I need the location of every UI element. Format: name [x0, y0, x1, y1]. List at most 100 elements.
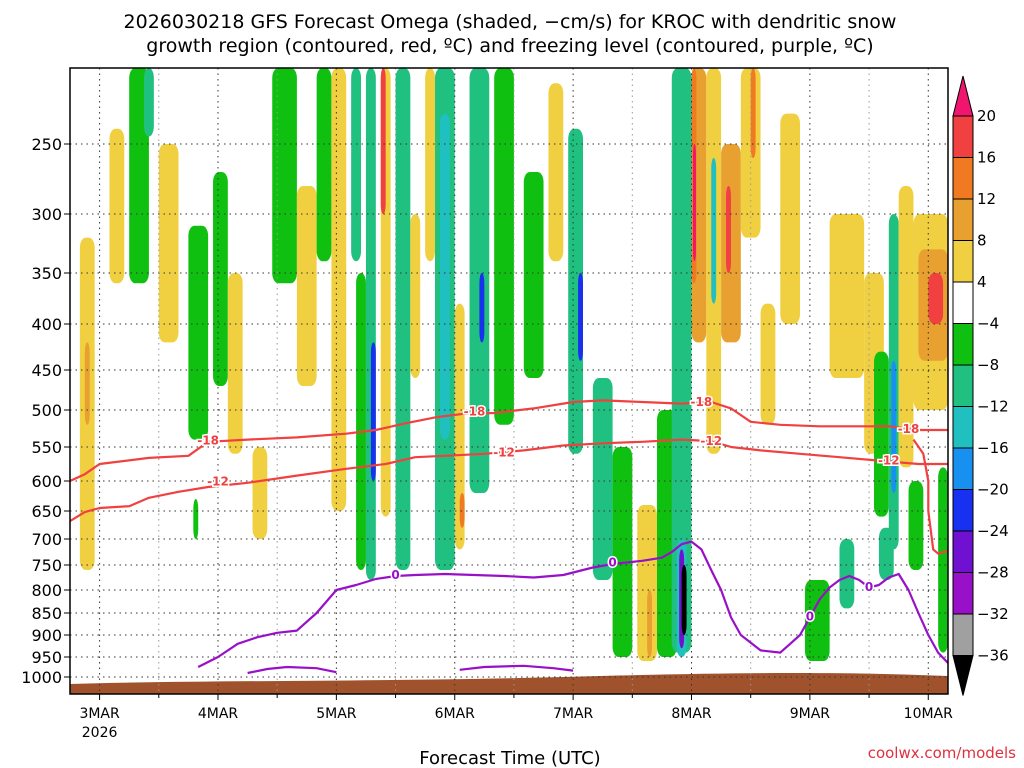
omega-cell — [129, 68, 149, 284]
omega-cell — [296, 186, 317, 386]
omega-cell — [316, 68, 332, 262]
colorbar-label: −12 — [977, 398, 1009, 416]
contour-label: -12 — [493, 445, 515, 459]
omega-cell — [425, 68, 436, 262]
contour-label: -18 — [197, 433, 219, 447]
x-tick-label: 5MAR — [316, 706, 357, 722]
x-tick-label: 9MAR — [790, 706, 831, 722]
omega-cell — [908, 481, 924, 570]
colorbar-segment — [952, 572, 974, 615]
colorbar-label: 4 — [977, 273, 987, 291]
y-tick-label: 750 — [31, 556, 62, 575]
x-tick-label: 10MAR — [904, 706, 953, 722]
omega-cell — [647, 590, 653, 657]
omega-cell — [523, 172, 544, 378]
omega-cell — [928, 273, 944, 324]
omega-cell — [898, 186, 914, 468]
y-tick-label: 950 — [31, 648, 62, 667]
omega-cell — [568, 128, 583, 454]
omega-cell — [760, 303, 776, 425]
omega-cell — [380, 68, 386, 214]
colorbar: 20 16 12 8 4 −4 −8 −12 −16 −20 −24 −28 −32 −36 — [952, 75, 1009, 696]
omega-cell — [592, 378, 613, 580]
omega-cell — [410, 214, 421, 378]
omega-cell — [839, 539, 855, 609]
y-tick-label: 300 — [31, 205, 62, 224]
y-tick-label: 1000 — [21, 668, 62, 687]
colorbar-segment — [952, 364, 974, 407]
omega-cell — [213, 172, 228, 386]
colorbar-label: −24 — [977, 522, 1009, 540]
contour-label: -12 — [207, 475, 229, 489]
x-axis: 3MAR 2026 4MAR 5MAR 6MAR 7MAR 8MAR 9MAR 10MAR — [79, 694, 953, 741]
y-tick-label: 550 — [31, 438, 62, 457]
omega-cell — [692, 144, 696, 262]
y-tick-label: 250 — [31, 135, 62, 154]
omega-cell — [459, 493, 465, 528]
colorbar-label: 16 — [977, 149, 996, 167]
y-tick-label: 650 — [31, 502, 62, 521]
omega-cell — [479, 273, 485, 343]
omega-cell — [84, 342, 90, 425]
contour-label: 0 — [865, 580, 873, 594]
x-tick-label: 6MAR — [435, 706, 476, 722]
omega-cell — [109, 128, 125, 284]
x-tick-label: 4MAR — [198, 706, 239, 722]
omega-cell — [272, 68, 297, 284]
omega-cell — [252, 447, 268, 539]
omega-cell — [874, 351, 889, 517]
omega-cell — [143, 68, 154, 137]
y-tick-label: 350 — [31, 264, 62, 283]
contour-label: -18 — [691, 395, 713, 409]
dgz-contour — [912, 438, 948, 555]
omega-cell — [711, 158, 717, 304]
credit-text: coolwx.com/models — [868, 744, 1016, 762]
y-tick-label: 700 — [31, 530, 62, 549]
colorbar-top-triangle — [952, 75, 974, 117]
contour-label: -18 — [464, 404, 486, 418]
omega-cell — [740, 68, 761, 238]
omega-cell — [804, 580, 830, 661]
x-axis-label: Forecast Time (UTC) — [419, 748, 600, 768]
omega-cell — [721, 144, 741, 343]
omega-cell — [439, 113, 450, 440]
ground-surface — [70, 673, 948, 694]
omega-cell — [193, 499, 199, 539]
colorbar-label: −16 — [977, 439, 1009, 457]
y-axis: 250 300 350 400 450 500 550 600 650 700 750 800 850 9… — [21, 135, 70, 687]
colorbar-label: 20 — [977, 107, 996, 125]
colorbar-label: −36 — [977, 647, 1009, 665]
x-tick-year: 2026 — [82, 725, 118, 741]
colorbar-label: −32 — [977, 605, 1009, 623]
y-tick-label: 400 — [31, 315, 62, 334]
freezing-level-contour — [459, 664, 574, 672]
omega-cell — [548, 83, 564, 262]
x-tick-label: 7MAR — [553, 706, 594, 722]
contour-label: 0 — [391, 568, 399, 582]
colorbar-label: 12 — [977, 190, 996, 208]
contour-label: -12 — [700, 434, 722, 448]
omega-cell — [227, 273, 243, 454]
colorbar-bottom-triangle — [952, 655, 974, 696]
contour-label: 0 — [806, 610, 814, 624]
colorbar-label: −20 — [977, 481, 1009, 499]
omega-cell — [331, 68, 347, 511]
dgz-contour — [70, 399, 948, 482]
chart-title-line-1: 2026030218 GFS Forecast Omega (shaded, −… — [124, 11, 897, 33]
colorbar-label: −4 — [977, 315, 999, 333]
colorbar-label: −28 — [977, 564, 1009, 582]
colorbar-segment — [952, 323, 974, 366]
x-tick-label: 3MAR — [79, 706, 120, 722]
contour-label: -18 — [898, 422, 920, 436]
colorbar-segment — [952, 613, 974, 656]
omega-cell — [681, 565, 687, 635]
colorbar-label: 8 — [977, 232, 987, 250]
colorbar-segment — [952, 406, 974, 449]
y-tick-label: 500 — [31, 401, 62, 420]
omega-cell — [188, 225, 209, 440]
omega-shading — [79, 68, 948, 661]
omega-cell — [395, 68, 411, 570]
x-tick-label: 8MAR — [671, 706, 712, 722]
colorbar-label: −8 — [977, 356, 999, 374]
